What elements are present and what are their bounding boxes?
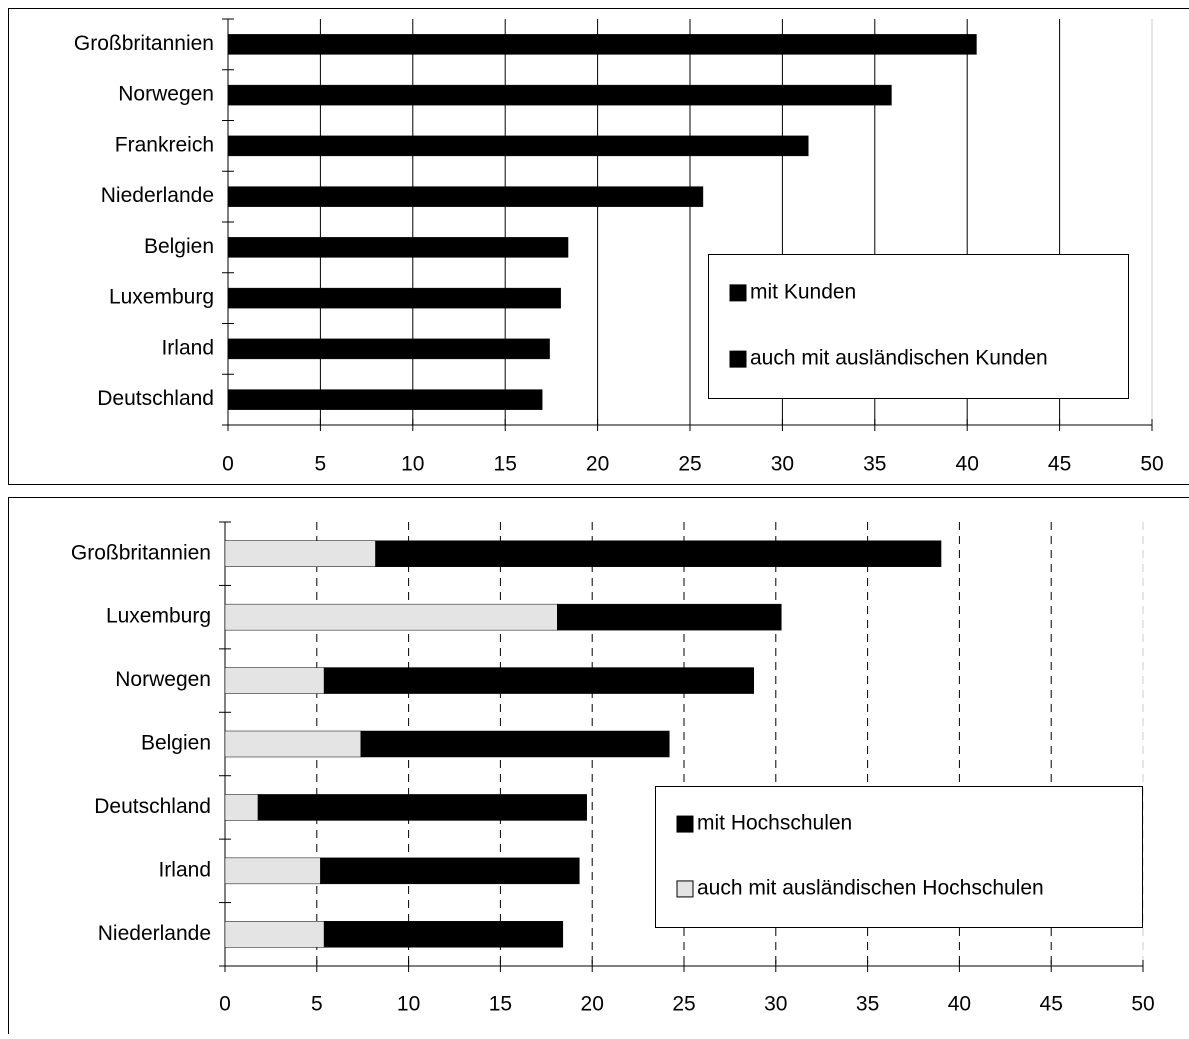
y-tick-label: Irland <box>158 858 211 881</box>
x-tick-label: 25 <box>678 453 701 476</box>
bar <box>228 390 542 410</box>
chart-frame <box>9 498 1189 1035</box>
legend-label: auch mit ausländischen Hochschulen <box>697 876 1044 899</box>
legend-swatch <box>677 816 693 832</box>
bar <box>225 858 320 884</box>
x-tick-label: 20 <box>581 993 604 1016</box>
legend-box <box>656 787 1143 928</box>
bar <box>225 604 557 630</box>
bar <box>228 34 976 54</box>
legend-label: mit Hochschulen <box>697 812 852 835</box>
y-tick-label: Deutschland <box>94 795 211 818</box>
x-tick-label: 45 <box>1040 993 1063 1016</box>
bar <box>228 136 808 156</box>
x-tick-label: 0 <box>219 993 231 1016</box>
y-tick-label: Niederlande <box>98 922 211 945</box>
bar <box>225 794 258 820</box>
bar <box>228 288 561 308</box>
bar <box>557 604 781 630</box>
bar <box>228 339 550 359</box>
x-tick-label: 30 <box>764 993 787 1016</box>
bar <box>324 921 563 947</box>
legend-swatch <box>730 285 746 301</box>
bar <box>225 541 376 567</box>
y-tick-label: Norwegen <box>118 83 214 106</box>
y-tick-label: Großbritannien <box>71 541 211 564</box>
y-tick-label: Luxemburg <box>106 605 211 628</box>
bar <box>228 85 891 105</box>
x-tick-label: 50 <box>1140 453 1163 476</box>
y-tick-label: Belgien <box>144 235 214 258</box>
x-tick-label: 45 <box>1048 453 1071 476</box>
y-tick-label: Luxemburg <box>109 286 214 309</box>
x-tick-label: 5 <box>315 453 327 476</box>
x-tick-label: 35 <box>856 993 879 1016</box>
bar <box>320 858 579 884</box>
bar <box>228 237 568 257</box>
x-tick-label: 30 <box>771 453 794 476</box>
x-tick-label: 5 <box>311 993 323 1016</box>
x-tick-label: 25 <box>672 993 695 1016</box>
legend-swatch <box>677 881 693 897</box>
x-tick-label: 15 <box>489 993 512 1016</box>
x-tick-label: 0 <box>222 453 234 476</box>
x-tick-label: 50 <box>1131 993 1154 1016</box>
x-tick-label: 40 <box>948 993 971 1016</box>
bar <box>258 794 587 820</box>
x-tick-label: 15 <box>494 453 517 476</box>
legend-label: mit Kunden <box>750 280 856 303</box>
bar <box>225 921 324 947</box>
x-tick-label: 20 <box>586 453 609 476</box>
x-tick-label: 40 <box>956 453 979 476</box>
legend-swatch <box>730 351 746 367</box>
y-tick-label: Deutschland <box>97 387 214 410</box>
y-tick-label: Niederlande <box>101 184 214 207</box>
bar <box>324 668 754 694</box>
x-tick-label: 10 <box>397 993 420 1016</box>
y-tick-label: Frankreich <box>115 133 214 156</box>
y-tick-label: Großbritannien <box>74 32 214 55</box>
x-tick-label: 35 <box>863 453 886 476</box>
bar <box>225 731 361 757</box>
y-tick-label: Belgien <box>141 732 211 755</box>
bar <box>225 668 324 694</box>
legend-box <box>709 255 1129 399</box>
x-tick-label: 10 <box>401 453 424 476</box>
bar <box>376 541 941 567</box>
bar <box>361 731 669 757</box>
bar <box>228 187 703 207</box>
legend-label: auch mit ausländischen Kunden <box>750 347 1048 370</box>
y-tick-label: Irland <box>161 336 214 359</box>
y-tick-label: Norwegen <box>115 668 211 691</box>
